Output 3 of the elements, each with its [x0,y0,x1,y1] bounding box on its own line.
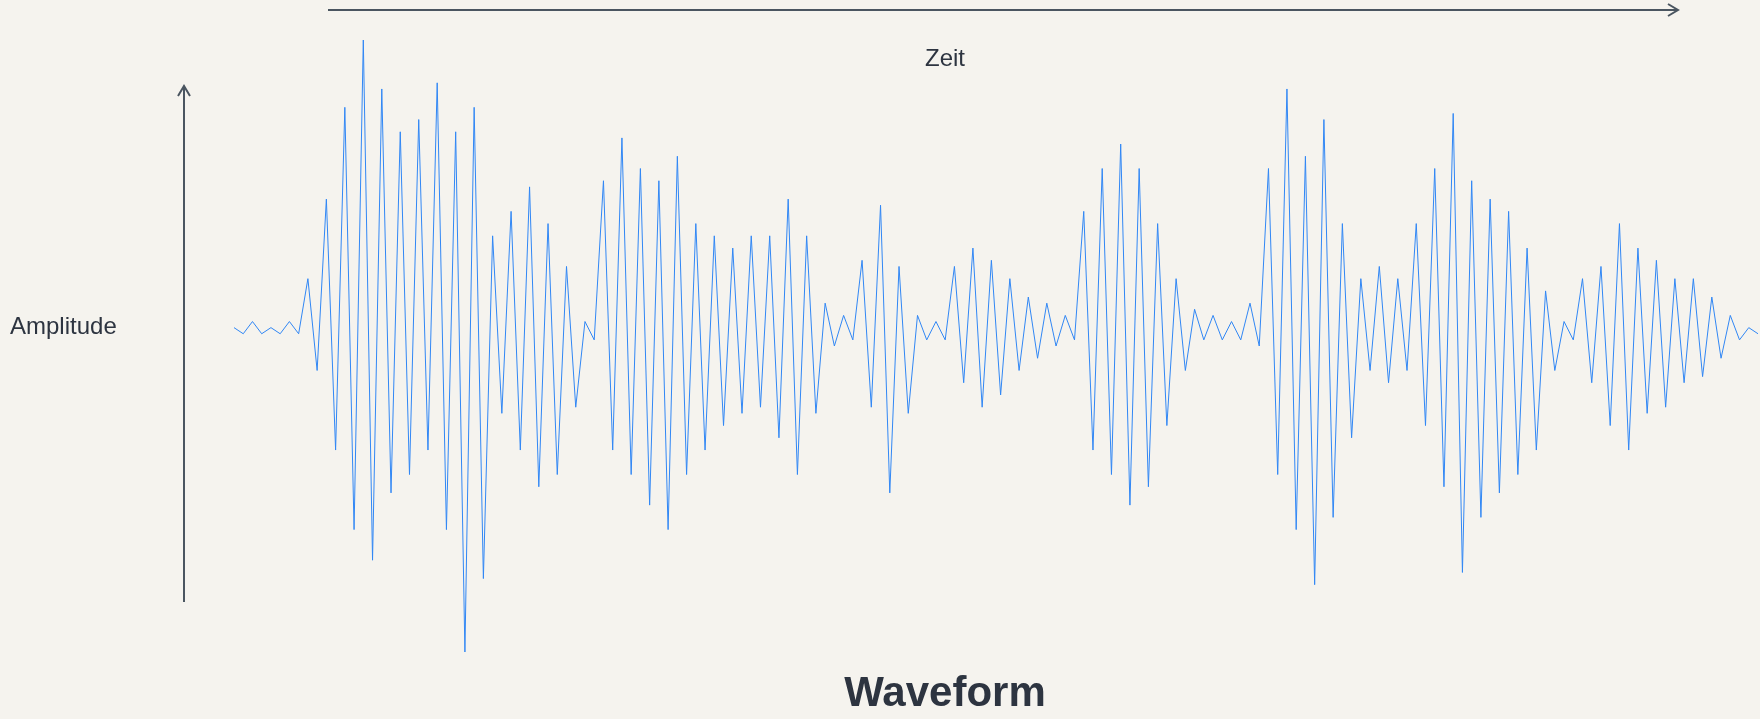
text: Waveform [843,668,1047,716]
x-axis-title: Zeit [924,44,966,72]
y-axis-title: Amplitude [10,312,117,340]
